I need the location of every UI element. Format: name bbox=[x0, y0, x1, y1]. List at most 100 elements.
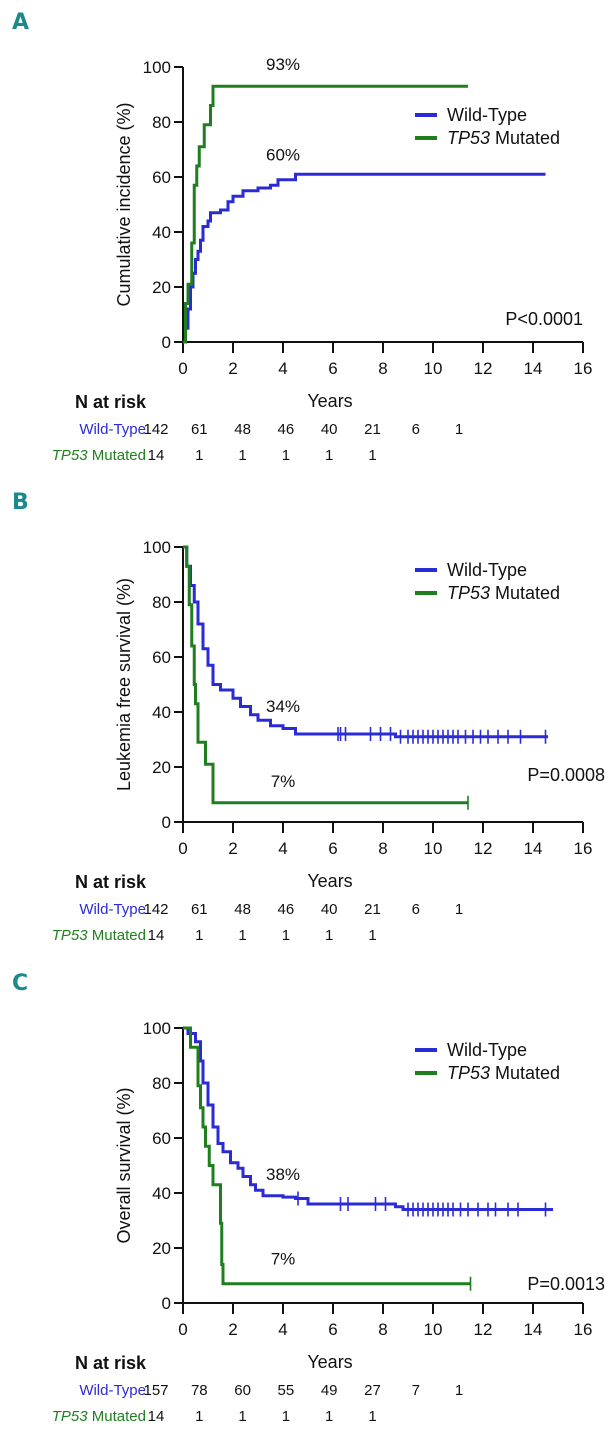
x-tick-label: 16 bbox=[574, 1320, 593, 1339]
x-axis-title: Years bbox=[307, 871, 352, 891]
x-tick-label: 6 bbox=[328, 839, 337, 858]
risk-value: 61 bbox=[191, 901, 208, 918]
risk-row-label: TP53 Mutated bbox=[52, 1408, 146, 1425]
legend-entry: TP53 Mutated bbox=[447, 1063, 560, 1083]
x-tick-label: 14 bbox=[524, 359, 543, 378]
legend-entry: Wild-Type bbox=[447, 1040, 527, 1060]
risk-value: 1 bbox=[195, 927, 203, 944]
risk-value: 49 bbox=[321, 1382, 338, 1399]
x-tick-label: 12 bbox=[474, 839, 493, 858]
x-tick-label: 8 bbox=[378, 359, 387, 378]
risk-value: 61 bbox=[191, 421, 208, 438]
x-tick-label: 4 bbox=[278, 359, 287, 378]
legend-label: Mutated bbox=[490, 1063, 560, 1083]
risk-value: 27 bbox=[364, 1382, 381, 1399]
series-line-tp53-mutated bbox=[183, 84, 468, 344]
y-axis-title: Leukemia free survival (%) bbox=[114, 578, 134, 791]
risk-value: 1 bbox=[368, 1408, 376, 1425]
risk-value: 46 bbox=[278, 901, 295, 918]
risk-table-title: N at risk bbox=[75, 392, 147, 412]
curve-annotation: 34% bbox=[266, 697, 300, 716]
y-tick-label: 40 bbox=[152, 703, 171, 722]
legend-label: Wild-Type bbox=[447, 105, 527, 125]
x-tick-label: 8 bbox=[378, 1320, 387, 1339]
risk-table-title: N at risk bbox=[75, 1353, 147, 1373]
panel-letter: B bbox=[12, 490, 29, 515]
series-line-wild-type bbox=[183, 1026, 553, 1211]
risk-value: 7 bbox=[412, 1382, 420, 1399]
x-tick-label: 10 bbox=[424, 359, 443, 378]
y-tick-label: 80 bbox=[152, 593, 171, 612]
y-tick-label: 60 bbox=[152, 1129, 171, 1148]
risk-value: 1 bbox=[455, 421, 463, 438]
risk-value: 1 bbox=[368, 927, 376, 944]
risk-value: 1 bbox=[455, 1382, 463, 1399]
risk-value: 157 bbox=[143, 1382, 168, 1399]
risk-value: 14 bbox=[148, 927, 165, 944]
x-tick-label: 8 bbox=[378, 839, 387, 858]
panel-c: C 0 20 40 60 80 100 0 2 4 6 8 10 12 14 16 Overall surviv… bbox=[12, 971, 605, 1425]
risk-value: 14 bbox=[148, 447, 165, 464]
x-tick-label: 6 bbox=[328, 1320, 337, 1339]
y-tick-label: 100 bbox=[143, 58, 171, 77]
x-tick-label: 6 bbox=[328, 359, 337, 378]
y-tick-label: 0 bbox=[162, 813, 171, 832]
legend-label: Wild-Type bbox=[447, 1040, 527, 1060]
y-tick-label: 40 bbox=[152, 223, 171, 242]
risk-value: 142 bbox=[143, 421, 168, 438]
series-line-tp53-mutated bbox=[183, 1026, 471, 1286]
risk-value: 1 bbox=[368, 447, 376, 464]
curve-annotation: 7% bbox=[271, 1250, 296, 1269]
legend-entry: TP53 Mutated bbox=[447, 128, 560, 148]
x-tick-label: 12 bbox=[474, 1320, 493, 1339]
series-line-tp53-mutated bbox=[183, 545, 468, 805]
risk-value: 55 bbox=[278, 1382, 295, 1399]
risk-value: 6 bbox=[412, 901, 420, 918]
legend-label: Mutated bbox=[490, 128, 560, 148]
risk-row-italic: TP53 bbox=[52, 927, 89, 944]
y-tick-label: 80 bbox=[152, 1074, 171, 1093]
x-tick-label: 10 bbox=[424, 1320, 443, 1339]
risk-value: 142 bbox=[143, 901, 168, 918]
y-axis-title: Overall survival (%) bbox=[114, 1087, 134, 1243]
risk-value: 60 bbox=[234, 1382, 251, 1399]
risk-value: 1 bbox=[282, 927, 290, 944]
y-tick-label: 80 bbox=[152, 113, 171, 132]
x-tick-label: 2 bbox=[228, 359, 237, 378]
risk-row-label: Wild-Type bbox=[79, 901, 146, 918]
x-tick-label: 2 bbox=[228, 839, 237, 858]
risk-value: 46 bbox=[278, 421, 295, 438]
risk-value: 14 bbox=[148, 1408, 165, 1425]
x-tick-label: 0 bbox=[178, 839, 187, 858]
x-tick-label: 4 bbox=[278, 1320, 287, 1339]
legend-entry: TP53 Mutated bbox=[447, 583, 560, 603]
x-tick-label: 10 bbox=[424, 839, 443, 858]
risk-row-text: Wild-Type bbox=[79, 901, 146, 918]
x-tick-label: 16 bbox=[574, 839, 593, 858]
risk-value: 1 bbox=[195, 1408, 203, 1425]
curve-annotation: 7% bbox=[271, 772, 296, 791]
x-axis-title: Years bbox=[307, 391, 352, 411]
legend-entry: Wild-Type bbox=[447, 560, 527, 580]
x-tick-label: 12 bbox=[474, 359, 493, 378]
y-tick-label: 0 bbox=[162, 1294, 171, 1313]
legend-italic: TP53 bbox=[447, 128, 490, 148]
risk-row-label: Wild-Type bbox=[79, 1382, 146, 1399]
y-tick-label: 20 bbox=[152, 758, 171, 777]
risk-row-label: TP53 Mutated bbox=[52, 927, 146, 944]
y-tick-label: 60 bbox=[152, 648, 171, 667]
risk-value: 78 bbox=[191, 1382, 208, 1399]
y-tick-label: 100 bbox=[143, 538, 171, 557]
p-value: P=0.0013 bbox=[527, 1274, 605, 1294]
y-axis-title: Cumulative incidence (%) bbox=[114, 102, 134, 306]
risk-value: 21 bbox=[364, 421, 381, 438]
risk-value: 1 bbox=[238, 447, 246, 464]
risk-value: 1 bbox=[195, 447, 203, 464]
risk-value: 1 bbox=[455, 901, 463, 918]
x-tick-label: 14 bbox=[524, 1320, 543, 1339]
y-tick-label: 20 bbox=[152, 1239, 171, 1258]
p-value: P<0.0001 bbox=[505, 309, 583, 329]
risk-row-label: TP53 Mutated bbox=[52, 447, 146, 464]
legend-entry: Wild-Type bbox=[447, 105, 527, 125]
